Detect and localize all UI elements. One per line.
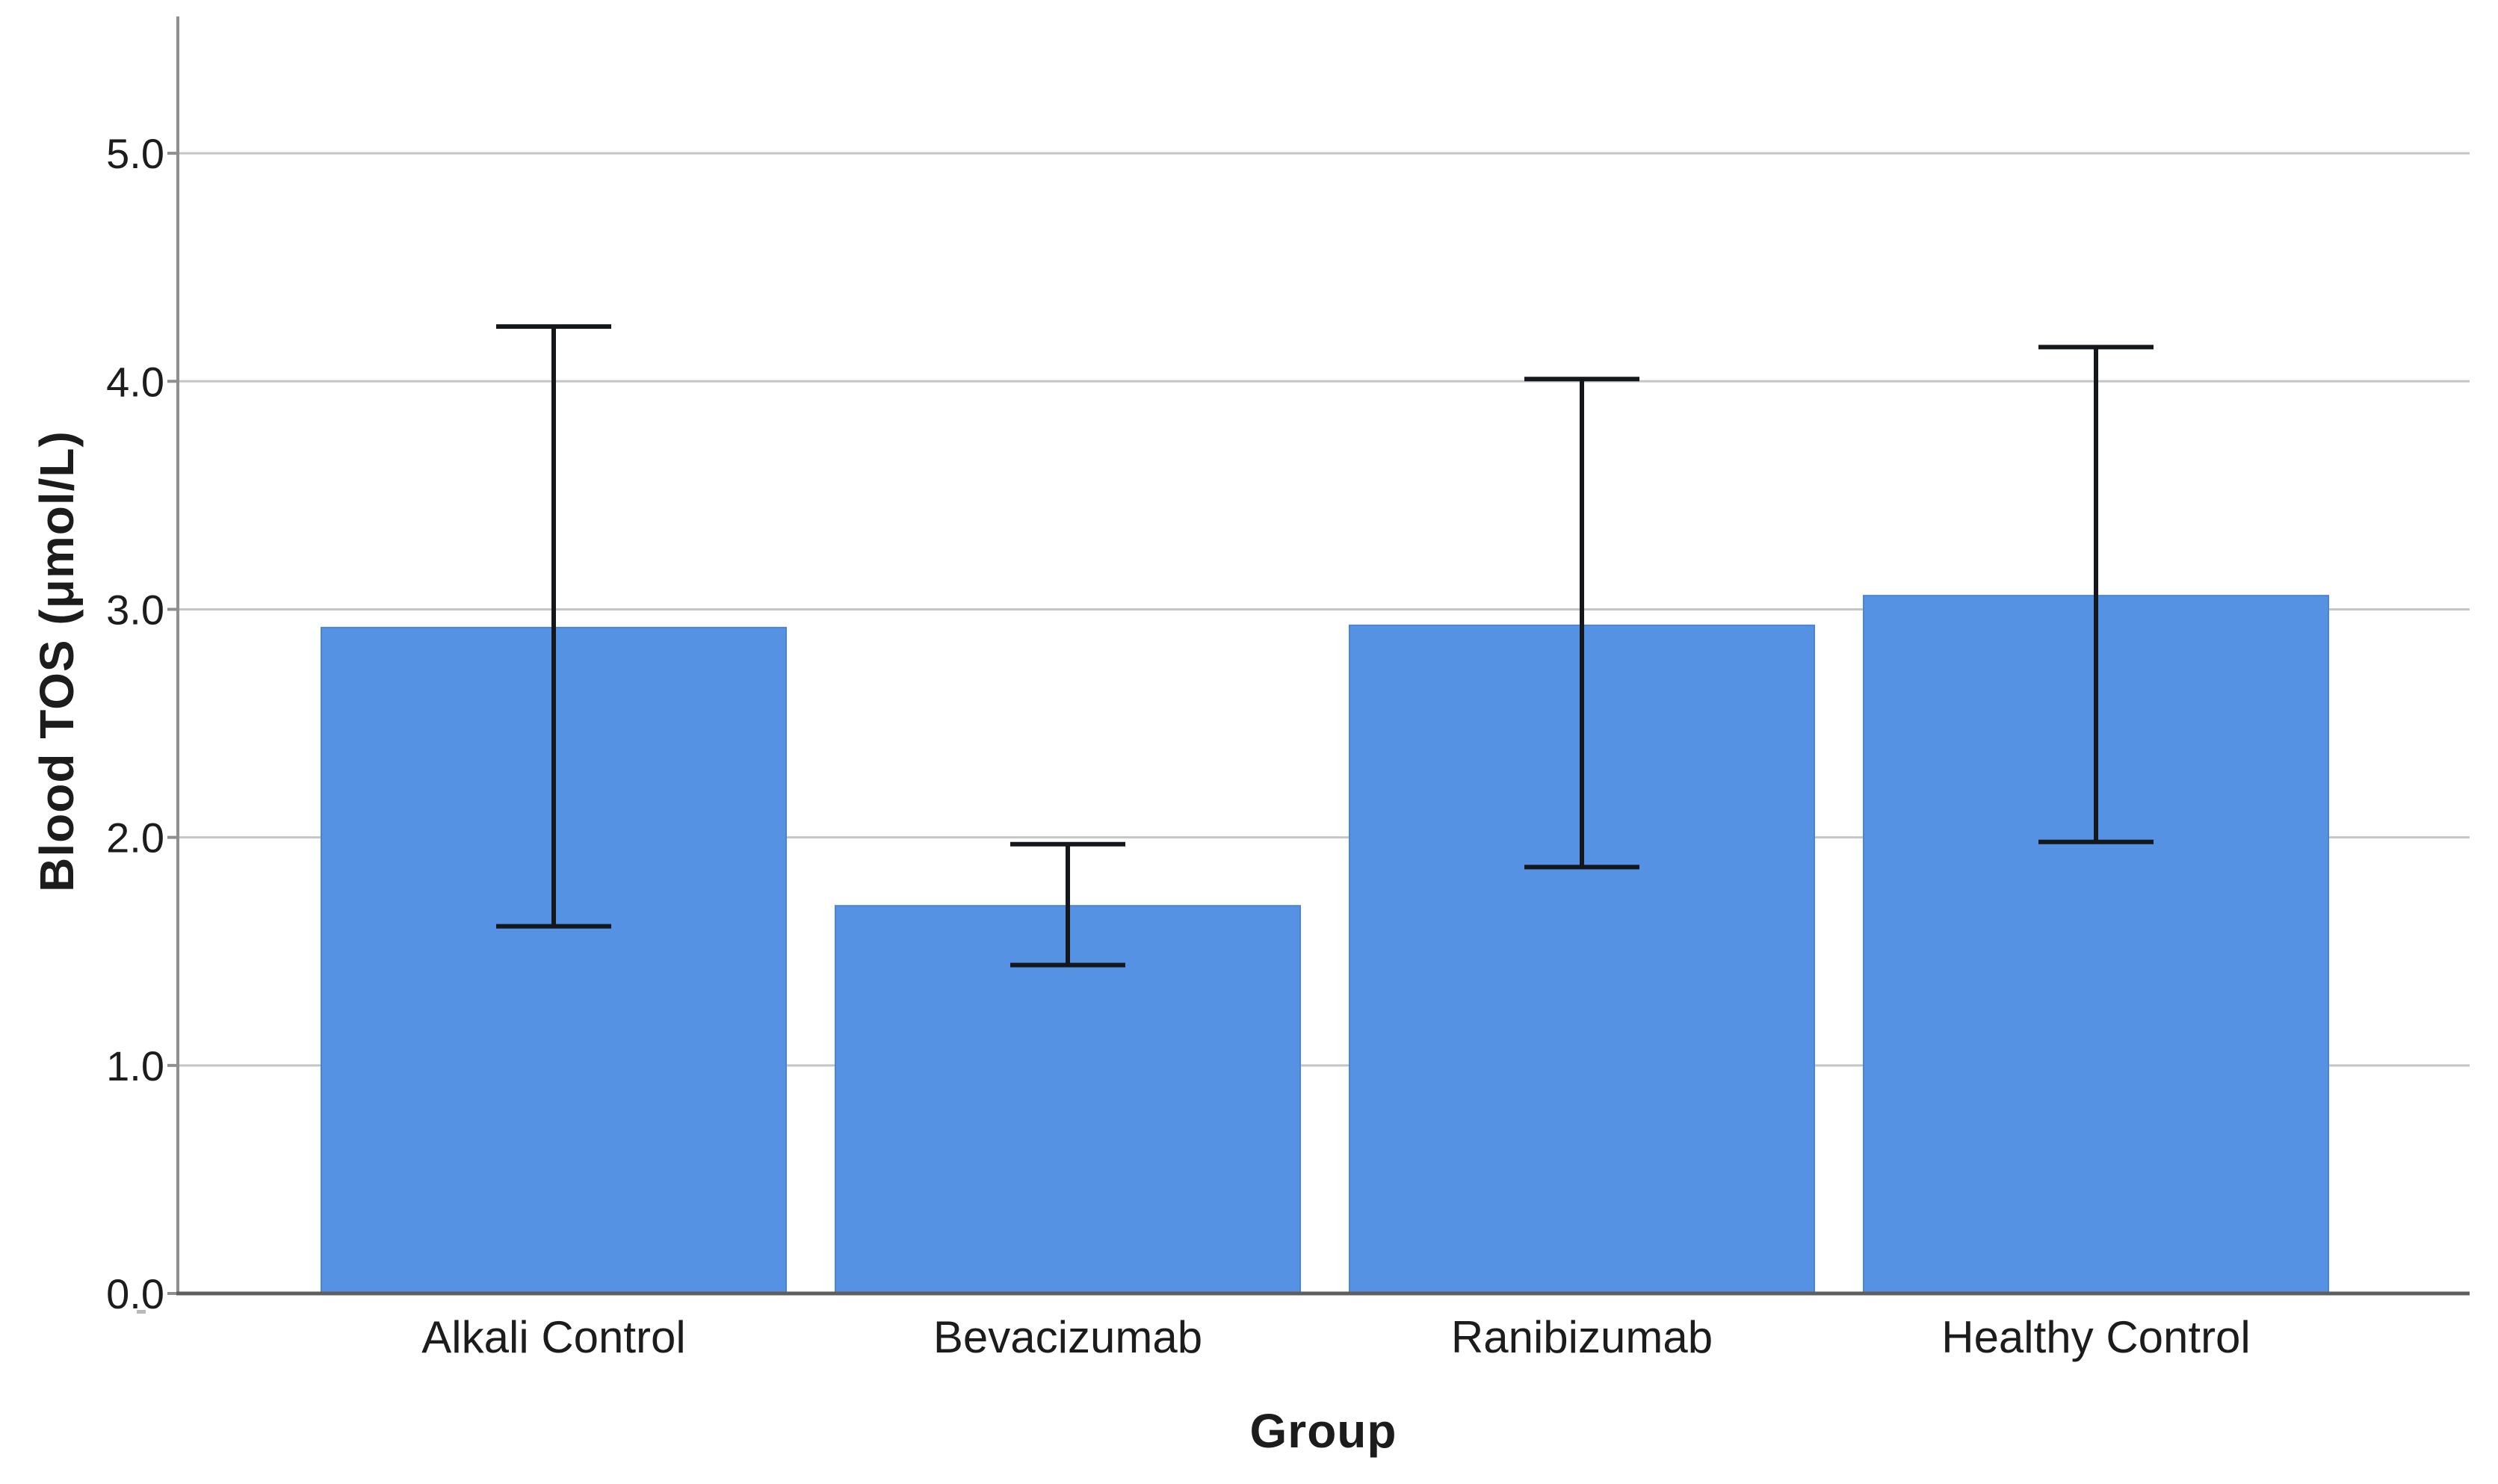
y-tick-label: 3.0 [106,586,164,633]
x-category-label: Healthy Control [1941,1312,2251,1362]
y-tick-label: 0.0 [106,1270,164,1317]
x-category-label: Ranibizumab [1451,1312,1713,1362]
y-tick-label: 2.0 [106,814,164,862]
x-category-label: Bevacizumab [933,1312,1202,1362]
y-tick-label: 4.0 [106,358,164,405]
y-tick-label: 1.0 [106,1042,164,1089]
x-axis-title: Group [1249,1404,1397,1458]
stray-mark [137,1310,146,1314]
y-tick-label: 5.0 [106,130,164,177]
y-axis-title: Blood TOS (μmol/L) [30,430,84,892]
bar-bevacizumab [835,905,1301,1294]
x-category-label: Alkali Control [421,1312,685,1362]
